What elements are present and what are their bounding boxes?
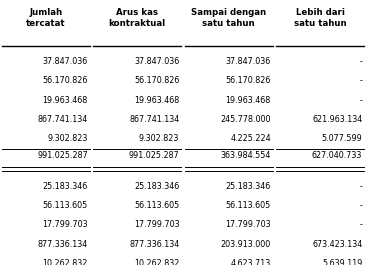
Text: 56.113.605: 56.113.605 (225, 201, 271, 210)
Text: 10.262.832: 10.262.832 (134, 259, 179, 265)
Text: -: - (359, 220, 362, 229)
Text: 17.799.703: 17.799.703 (225, 220, 271, 229)
Text: 9.302.823: 9.302.823 (48, 134, 88, 143)
Text: 17.799.703: 17.799.703 (134, 220, 179, 229)
Text: 203.913.000: 203.913.000 (221, 240, 271, 249)
Text: -: - (359, 201, 362, 210)
Text: 5.077.599: 5.077.599 (322, 134, 362, 143)
Text: -: - (359, 76, 362, 85)
Text: 877.336.134: 877.336.134 (129, 240, 179, 249)
Text: 10.262.832: 10.262.832 (42, 259, 88, 265)
Text: 867.741.134: 867.741.134 (38, 115, 88, 124)
Text: 627.040.733: 627.040.733 (312, 151, 362, 160)
Text: 621.963.134: 621.963.134 (312, 115, 362, 124)
Text: 19.963.468: 19.963.468 (134, 96, 179, 105)
Text: 5.639.119: 5.639.119 (322, 259, 362, 265)
Text: -: - (359, 57, 362, 66)
Text: 37.847.036: 37.847.036 (225, 57, 271, 66)
Text: 867.741.134: 867.741.134 (129, 115, 179, 124)
Text: -: - (359, 182, 362, 191)
Text: 4.225.224: 4.225.224 (230, 134, 271, 143)
Text: 56.170.826: 56.170.826 (42, 76, 88, 85)
Text: 991.025.287: 991.025.287 (128, 151, 179, 160)
Text: 673.423.134: 673.423.134 (312, 240, 362, 249)
Text: 19.963.468: 19.963.468 (225, 96, 271, 105)
Text: Lebih dari
satu tahun: Lebih dari satu tahun (294, 8, 347, 28)
Text: Jumlah
tercatat: Jumlah tercatat (26, 8, 66, 28)
Text: 9.302.823: 9.302.823 (139, 134, 179, 143)
Text: Sampai dengan
satu tahun: Sampai dengan satu tahun (191, 8, 266, 28)
Text: 877.336.134: 877.336.134 (38, 240, 88, 249)
Text: -: - (359, 96, 362, 105)
Text: 37.847.036: 37.847.036 (134, 57, 179, 66)
Text: 363.984.554: 363.984.554 (220, 151, 271, 160)
Text: 56.113.605: 56.113.605 (134, 201, 179, 210)
Text: 991.025.287: 991.025.287 (37, 151, 88, 160)
Text: 56.170.826: 56.170.826 (225, 76, 271, 85)
Text: 37.847.036: 37.847.036 (42, 57, 88, 66)
Text: 25.183.346: 25.183.346 (42, 182, 88, 191)
Text: 25.183.346: 25.183.346 (225, 182, 271, 191)
Text: 17.799.703: 17.799.703 (42, 220, 88, 229)
Text: 25.183.346: 25.183.346 (134, 182, 179, 191)
Text: 56.170.826: 56.170.826 (134, 76, 179, 85)
Text: 4.623.713: 4.623.713 (231, 259, 271, 265)
Text: Arus kas
kontraktual: Arus kas kontraktual (109, 8, 166, 28)
Text: 56.113.605: 56.113.605 (42, 201, 88, 210)
Text: 19.963.468: 19.963.468 (42, 96, 88, 105)
Text: 245.778.000: 245.778.000 (220, 115, 271, 124)
